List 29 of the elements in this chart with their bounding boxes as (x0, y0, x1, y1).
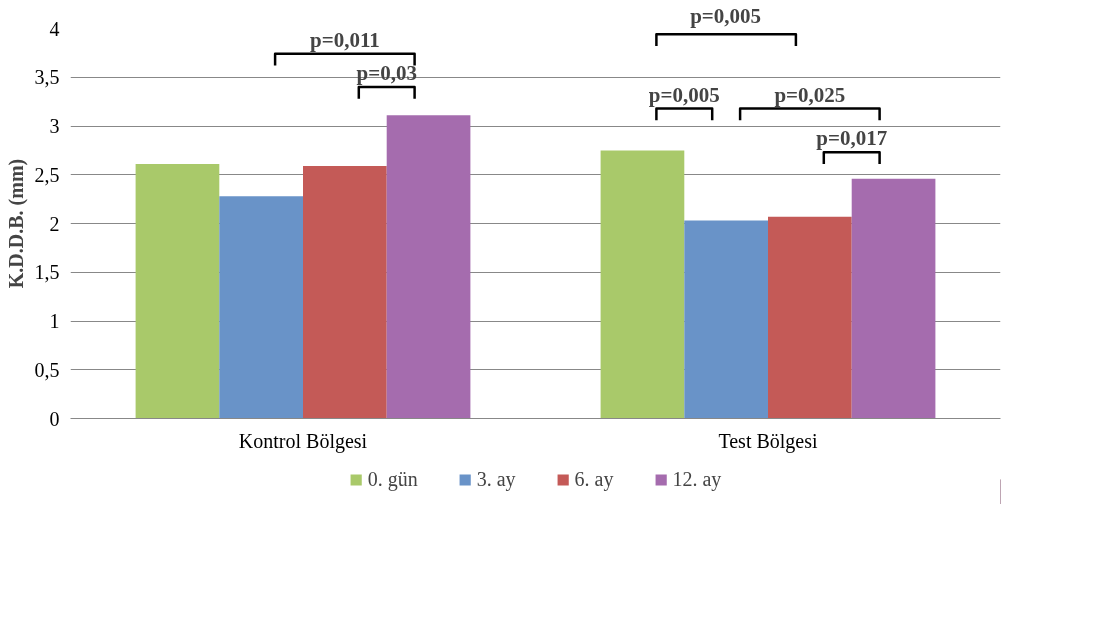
annotation: p=0,005 (648, 82, 720, 107)
x-tick-label: Test Bölgesi (718, 429, 819, 453)
y-tick-label: 2 (49, 212, 60, 235)
bar (684, 220, 768, 419)
x-tick-label: Kontrol Bölgesi (238, 429, 368, 453)
bar (600, 150, 685, 419)
y-tick-label: 1,5 (34, 261, 60, 284)
y-tick-label: 0,5 (34, 358, 60, 381)
y-tick-label: 1 (49, 310, 60, 332)
bar (135, 164, 220, 419)
y-tick-label: 3,5 (34, 66, 60, 89)
legend-label: 3. ay (476, 467, 516, 491)
y-tick-label: 2,5 (34, 163, 60, 186)
text: p=0,005 (690, 3, 762, 28)
legend-label: 6. ay (574, 467, 614, 491)
y-tick-label: 4 (49, 17, 60, 40)
y-tick-label: 0 (49, 407, 60, 430)
bar (303, 165, 387, 419)
bar (768, 216, 852, 419)
annotation: p=0,025 (774, 82, 846, 107)
y-tick-label: 3 (49, 115, 60, 137)
bar (851, 178, 936, 419)
legend-label: 12. ay (672, 467, 722, 491)
legend-label: 0. gün (367, 467, 418, 491)
bar (219, 196, 303, 419)
bar (386, 115, 471, 419)
y-axis-title: K.D.D.B. (mm) (4, 158, 28, 289)
annotation: p=0,017 (816, 126, 888, 151)
annotation: p=0,011 (309, 27, 380, 52)
